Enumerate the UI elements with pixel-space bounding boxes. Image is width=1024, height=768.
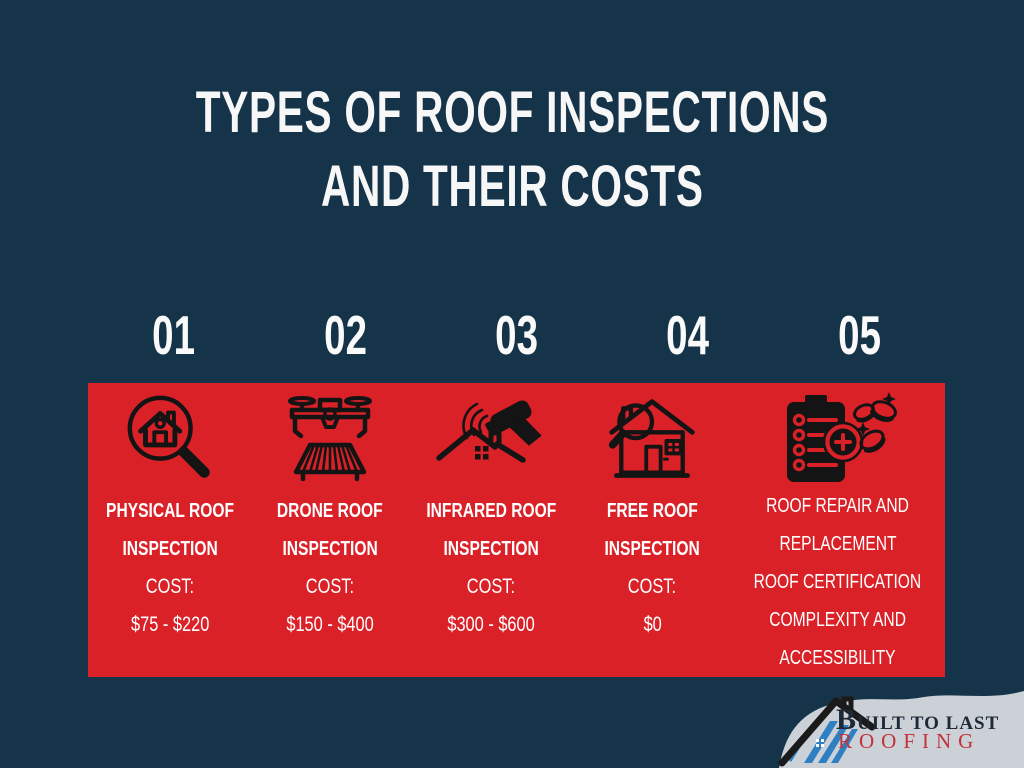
column-cost: COST: $75 - $220: [120, 568, 220, 644]
page-title-line1: TYPES OF ROOF INSPECTIONS: [195, 80, 829, 145]
page-title: TYPES OF ROOF INSPECTIONS AND THEIR COST…: [0, 76, 1024, 224]
cost-factor-line: REPLACEMENT: [779, 533, 897, 555]
built-to-last-roofing-logo: BUILT TO LAST ROOFING: [774, 663, 1024, 768]
house-with-magnifier-icon: [604, 388, 700, 492]
step-numbers-row: 01 02 03 04 05: [88, 303, 945, 367]
column-cost-factors: ROOF REPAIR AND REPLACEMENT ROOF CERTIFI…: [730, 383, 945, 677]
step-number-5: 05: [837, 304, 881, 366]
drone-over-roof-icon: [280, 388, 380, 492]
step-number-2: 02: [323, 304, 367, 366]
column-cost: COST: $300 - $600: [435, 568, 547, 644]
cost-factors-list: ROOF REPAIR AND REPLACEMENT ROOF CERTIFI…: [730, 487, 945, 677]
column-cost: COST: $0: [621, 568, 683, 644]
column-title: PHYSICAL ROOF INSPECTION: [106, 500, 235, 560]
step-number-3: 03: [495, 304, 538, 366]
column-infrared-roof-inspection: INFRARED ROOF INSPECTION COST: $300 - $6…: [408, 383, 575, 677]
cost-factor-line: ACCESSIBILITY: [779, 647, 896, 669]
inspection-types-band: PHYSICAL ROOF INSPECTION COST: $75 - $22…: [88, 383, 945, 677]
cost-label: COST:: [145, 575, 195, 598]
page-title-line2: AND THEIR COSTS: [320, 154, 704, 219]
cost-factor-line: ROOF REPAIR AND: [766, 495, 909, 517]
cost-label: COST:: [628, 575, 677, 598]
cost-value: $0: [643, 613, 662, 636]
logo-brand-sub: ROOFING: [838, 729, 981, 753]
cost-value: $300 - $600: [447, 613, 535, 636]
cost-value: $150 - $400: [286, 613, 374, 636]
step-number-4: 04: [666, 304, 710, 366]
column-title: DRONE ROOF INSPECTION: [277, 500, 383, 560]
logo-brand-name: BUILT TO LAST: [836, 703, 1000, 736]
column-title: INFRARED ROOF INSPECTION: [426, 500, 557, 560]
column-title: FREE ROOF INSPECTION: [604, 500, 700, 560]
cost-factor-line: ROOF CERTIFICATION: [753, 571, 922, 593]
cost-factor-line: COMPLEXITY AND: [769, 609, 906, 631]
column-cost: COST: $150 - $400: [274, 568, 386, 644]
column-physical-roof-inspection: PHYSICAL ROOF INSPECTION COST: $75 - $22…: [88, 383, 252, 677]
cost-value: $75 - $220: [130, 613, 210, 636]
step-number-1: 01: [152, 304, 196, 366]
logo-roof-icon: [778, 696, 876, 767]
cost-label: COST:: [305, 575, 355, 598]
magnifier-with-house-icon: [121, 388, 219, 492]
cost-label: COST:: [467, 575, 516, 598]
column-free-roof-inspection: FREE ROOF INSPECTION COST: $0: [574, 383, 730, 677]
logo-blob-shape: [778, 691, 1024, 768]
column-drone-roof-inspection: DRONE ROOF INSPECTION COST: $150 - $400: [252, 383, 408, 677]
infrared-thermometer-roof-icon: [435, 388, 547, 492]
clipboard-checklist-coins-icon: [779, 388, 897, 489]
